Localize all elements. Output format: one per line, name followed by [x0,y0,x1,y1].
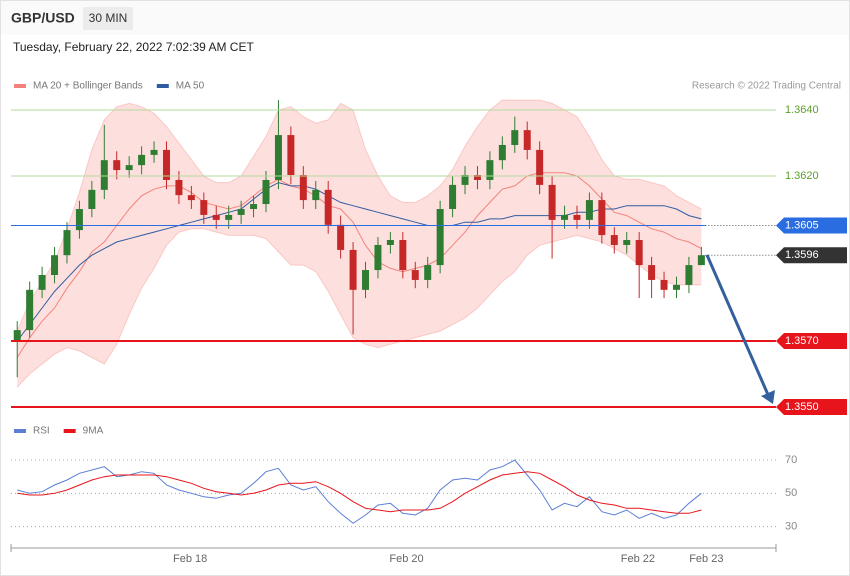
candle-body [75,209,83,231]
candle-body [449,184,457,209]
candle-body [200,200,208,215]
candle-body [635,240,643,266]
candle-body [623,240,631,245]
candle-body [399,240,407,271]
candle-body [250,204,258,209]
candle-body [536,149,544,185]
candle-body [237,209,245,215]
candle-body [486,160,494,180]
legend-label: 9MA [83,426,104,437]
level-label: 1.3570 [785,335,819,347]
candle-body [648,265,656,280]
candle-body [162,149,170,180]
credit: Research © 2022 Trading Central [692,81,841,92]
candle-body [523,130,531,150]
candle-body [187,195,195,201]
level-tag [776,333,847,349]
rsi-line [17,471,702,514]
candle-body [461,175,469,185]
candle-body [212,214,220,220]
level-label: 1.3620 [785,170,819,182]
candle-body [125,165,133,171]
y-tick-label: 30 [785,521,797,533]
candle-body [561,214,569,220]
candle-body [424,265,432,280]
candle-body [585,200,593,220]
bollinger-band [17,100,702,388]
legend-swatch [14,429,26,433]
candle-body [697,255,705,266]
legend-swatch [63,429,76,433]
candle-body [13,330,21,341]
level-tag [776,247,847,264]
candle-body [51,255,59,275]
legend-label: MA 20 + Bollinger Bands [33,81,143,92]
candle-body [610,235,618,245]
x-tick-label: Feb 18 [173,553,207,565]
level-label: 1.3640 [785,104,819,116]
y-tick-label: 50 [785,487,797,499]
bollinger-edge [16,99,702,332]
legend-swatch [14,84,26,88]
candle-body [349,249,357,290]
candle-body [598,200,606,236]
legend-label: MA 50 [176,81,205,92]
candle-body [337,224,345,250]
level-label: 1.3596 [785,249,819,261]
interval: 30 MIN [89,11,128,25]
candle-body [473,175,481,180]
candle-body [498,144,506,161]
candle-body [299,175,307,201]
x-tick-label: Feb 22 [621,553,655,565]
forecast-arrow-head [761,390,775,404]
candle-body [262,179,270,205]
candle-body [312,189,320,201]
candle-body [100,160,108,190]
candle-body [386,240,394,245]
timestamp: Tuesday, February 22, 2022 7:02:39 AM CE… [13,40,254,54]
candle-body [436,209,444,266]
level-label: 1.3605 [785,219,819,231]
candle-body [411,270,419,280]
candle-body [548,184,556,220]
candle-body [672,284,680,290]
candle-body [88,189,96,209]
header-bar [1,1,849,35]
candle-body [63,230,71,256]
candle-body [362,270,370,290]
x-tick-label: Feb 20 [389,553,423,565]
candle-body [113,160,121,171]
candle-body [287,135,295,176]
legend-label: RSI [33,426,50,437]
symbol: GBP/USD [11,10,75,26]
candle-body [175,179,183,196]
candle-body [225,214,233,220]
candle-body [274,135,282,180]
candle-body [38,275,46,290]
level-tag [776,399,847,415]
candle-body [573,214,581,220]
legend-swatch [156,84,169,88]
interval-box [83,7,133,30]
candle-body [685,265,693,285]
level-tag [776,217,847,234]
candle-body [660,279,668,290]
ma-line [16,172,702,358]
candle-body [511,130,519,145]
candle-body [374,244,382,271]
candle-body [138,154,146,166]
candle-body [324,189,332,225]
candle-body [26,289,34,331]
level-label: 1.3550 [785,401,819,413]
y-tick-label: 70 [785,454,797,466]
forecast-arrow [705,254,771,398]
x-tick-label: Feb 23 [689,553,723,565]
candle-body [150,149,158,155]
rsi-line [17,459,702,524]
